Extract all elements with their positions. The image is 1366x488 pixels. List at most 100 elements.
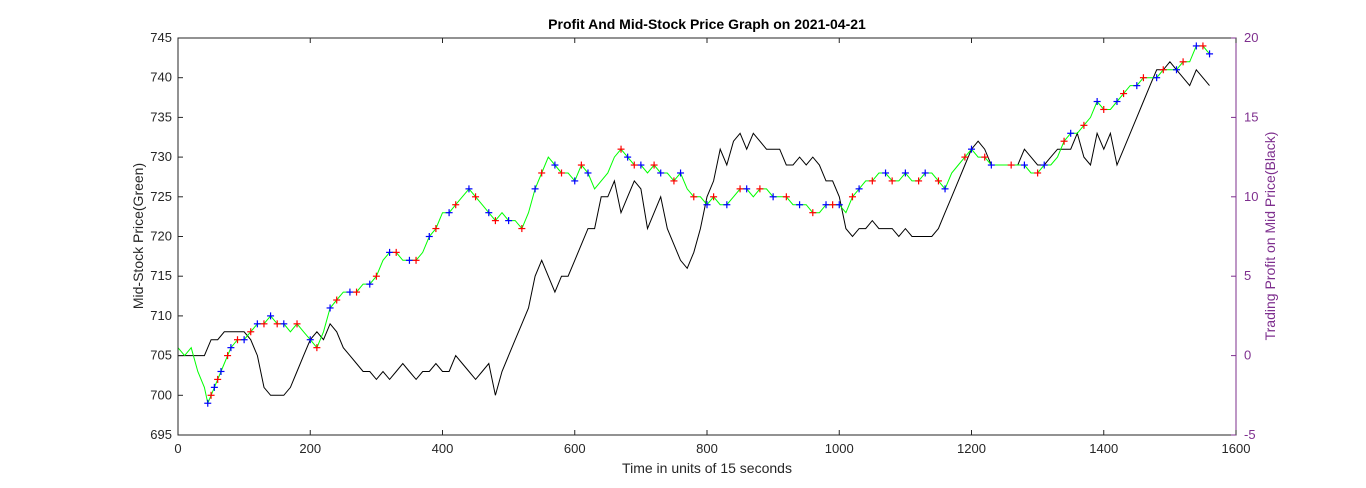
- sell-marker: [293, 320, 301, 328]
- buy-marker: [280, 320, 288, 328]
- buy-marker: [227, 344, 235, 352]
- x-tick-label: 800: [696, 441, 718, 456]
- y2-tick-label: 10: [1244, 189, 1258, 204]
- sell-marker: [1080, 121, 1088, 129]
- buy-marker: [1067, 129, 1075, 137]
- y-axis-left: 695 700 705 710 715 720 725 730 735 740 745: [150, 30, 183, 442]
- sell-marker: [809, 209, 817, 217]
- buy-marker: [1192, 42, 1200, 50]
- buy-marker: [584, 169, 592, 177]
- y-tick-label: 730: [150, 149, 172, 164]
- buy-marker: [253, 320, 261, 328]
- buy-marker: [743, 185, 751, 193]
- buy-marker: [624, 153, 632, 161]
- sell-marker: [888, 177, 896, 185]
- sell-marker: [472, 193, 480, 201]
- buy-marker: [677, 169, 685, 177]
- y-tick-label: 720: [150, 229, 172, 244]
- y-tick-label: 705: [150, 348, 172, 363]
- sell-marker: [1034, 169, 1042, 177]
- buy-marker: [835, 201, 843, 209]
- buy-marker: [921, 169, 929, 177]
- sell-marker: [353, 288, 361, 296]
- sell-marker: [1060, 137, 1068, 145]
- sell-marker: [207, 391, 215, 399]
- sell-marker: [961, 153, 969, 161]
- y2-tick-label: 0: [1244, 348, 1251, 363]
- sell-marker: [214, 375, 222, 383]
- buy-marker: [1172, 66, 1180, 74]
- x-tick-label: 1400: [1089, 441, 1118, 456]
- buy-marker: [855, 185, 863, 193]
- buy-marker: [267, 312, 275, 320]
- buy-marker: [1206, 50, 1214, 58]
- sell-marker: [432, 225, 440, 233]
- y-tick-label: 725: [150, 189, 172, 204]
- sell-marker: [234, 336, 242, 344]
- buy-marker: [796, 201, 804, 209]
- buy-marker: [723, 201, 731, 209]
- buy-marker: [217, 367, 225, 375]
- y-axis-right: -5 0 5 10 15 20: [1231, 30, 1258, 442]
- buy-marker: [941, 185, 949, 193]
- sell-marker: [848, 193, 856, 201]
- x-tick-label: 0: [174, 441, 181, 456]
- plot-background: [178, 38, 1236, 435]
- sell-marker: [617, 145, 625, 153]
- buy-marker: [366, 280, 374, 288]
- sell-marker: [558, 169, 566, 177]
- sell-marker: [710, 193, 718, 201]
- buy-marker: [240, 336, 248, 344]
- sell-marker: [1199, 42, 1207, 50]
- buy-marker: [326, 304, 334, 312]
- buy-marker: [987, 161, 995, 169]
- buy-marker: [306, 336, 314, 344]
- sell-marker: [1120, 90, 1128, 98]
- sell-marker: [518, 225, 526, 233]
- x-tick-label: 600: [564, 441, 586, 456]
- sell-marker: [1159, 66, 1167, 74]
- x-tick-label: 1600: [1222, 441, 1251, 456]
- buy-marker: [1133, 82, 1141, 90]
- buy-marker: [657, 169, 665, 177]
- sell-marker: [1139, 74, 1147, 82]
- buy-marker: [571, 177, 579, 185]
- sell-marker: [260, 320, 268, 328]
- y-tick-label: 740: [150, 70, 172, 85]
- buy-marker: [1093, 98, 1101, 106]
- sell-marker: [372, 272, 380, 280]
- buy-marker: [346, 288, 354, 296]
- sell-marker: [452, 201, 460, 209]
- sell-marker: [934, 177, 942, 185]
- x-tick-label: 400: [432, 441, 454, 456]
- marker-layer: [204, 42, 1214, 407]
- buy-marker: [386, 248, 394, 256]
- y2-tick-label: 20: [1244, 30, 1258, 45]
- buy-marker: [1040, 161, 1048, 169]
- sell-marker: [1100, 105, 1108, 113]
- sell-marker: [868, 177, 876, 185]
- buy-marker: [769, 193, 777, 201]
- sell-marker: [736, 185, 744, 193]
- buy-marker: [822, 201, 830, 209]
- y-tick-label: 700: [150, 387, 172, 402]
- y2-tick-label: 5: [1244, 268, 1251, 283]
- sell-marker: [247, 328, 255, 336]
- buy-marker: [425, 233, 433, 240]
- sell-marker: [690, 193, 698, 201]
- sell-marker: [915, 177, 923, 185]
- buy-marker: [1113, 98, 1121, 106]
- buy-marker: [1020, 161, 1028, 169]
- sell-marker: [630, 161, 638, 169]
- y-tick-label: 695: [150, 427, 172, 442]
- y2-tick-label: -5: [1244, 427, 1256, 442]
- sell-marker: [333, 296, 341, 304]
- buy-marker: [637, 161, 645, 169]
- y2-tick-label: 15: [1244, 109, 1258, 124]
- buy-marker: [405, 256, 413, 264]
- sell-marker: [1007, 161, 1015, 169]
- buy-marker: [551, 161, 559, 169]
- sell-marker: [829, 201, 837, 209]
- x-tick-label: 1000: [825, 441, 854, 456]
